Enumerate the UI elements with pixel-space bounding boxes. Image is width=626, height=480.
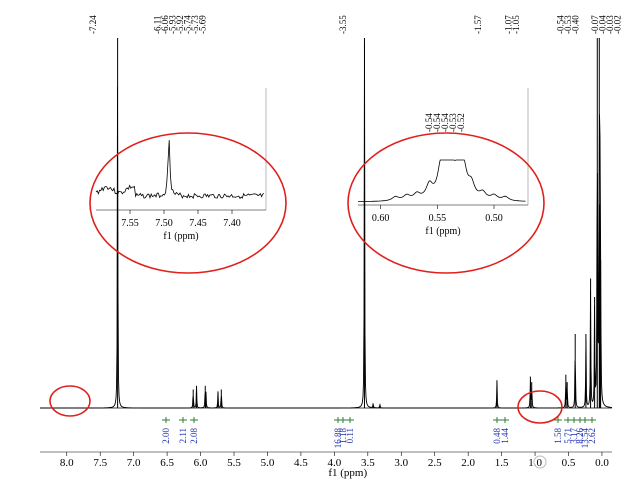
highlight-circle-upfield — [517, 390, 563, 424]
integral-value: 3.17 — [569, 428, 579, 444]
inset-x-tick-label: 0.50 — [485, 213, 503, 224]
inset-x-axis-title: f1 (ppm) — [163, 231, 198, 242]
inset-peak-label: -0.54 — [424, 113, 434, 132]
peak-label: -7.24 — [88, 15, 98, 34]
x-tick-label: 2.0 — [461, 457, 475, 469]
peak-label: -0.03 — [605, 15, 615, 34]
integral-value: 0.48 — [492, 428, 502, 444]
x-axis-title: f1 (ppm) — [328, 467, 367, 479]
integral-value: 0.11 — [345, 428, 355, 443]
x-tick-label: 4.0 — [327, 457, 341, 469]
inset-trace — [358, 159, 526, 202]
peak-label: -1.05 — [511, 15, 521, 34]
x-tick-label: 5.0 — [261, 457, 275, 469]
peak-label: -5.73 — [190, 15, 200, 34]
inset-x-axis-title: f1 (ppm) — [425, 226, 460, 237]
x-tick-label: 1.0 — [528, 457, 542, 469]
peak-label: -0.07 — [590, 15, 600, 34]
integral-value: 1.18 — [338, 428, 348, 444]
x-tick-label: 1.5 — [495, 457, 509, 469]
peak-label: -1.07 — [503, 15, 513, 34]
integral-value: 13.54 — [580, 428, 590, 449]
x-tick-label: 0.5 — [562, 457, 576, 469]
inset-peak-label: -0.54 — [432, 113, 442, 132]
peak-label: -3.55 — [338, 15, 348, 34]
integral-value: 8.26 — [575, 428, 585, 444]
peak-label: -5.69 — [198, 15, 208, 34]
inset-x-tick-label: 7.40 — [223, 218, 241, 229]
highlight-circles — [49, 132, 563, 424]
highlight-circle-aromatic — [49, 385, 91, 417]
peak-label: -0.53 — [563, 15, 573, 34]
integral-group: 2.00 2.11 2.08 16.881.180.11 0.481.44 1.58 5.7… — [161, 417, 597, 448]
integral-value: 2.11 — [178, 428, 188, 443]
peak-label: -5.92 — [175, 15, 185, 34]
watermark — [533, 455, 547, 469]
peak-label: -5.74 — [183, 15, 193, 34]
integral-value: 5.71 — [563, 428, 573, 444]
inset-peak-label: -0.54 — [440, 113, 450, 132]
peak-label: -0.40 — [571, 15, 581, 34]
inset-aromatic: 7.55 7.50 7.45 7.40 f1 (ppm) — [95, 88, 267, 242]
inset-x-tick-label: 7.45 — [189, 218, 207, 229]
integral-value: 1.58 — [553, 428, 563, 444]
inset-x-tick-label: 0.55 — [429, 213, 447, 224]
x-tick-label: 8.0 — [60, 457, 74, 469]
x-tick-label: 2.5 — [428, 457, 442, 469]
peak-label: -1.57 — [473, 15, 483, 34]
x-tick-label: 5.5 — [227, 457, 241, 469]
inset-trace — [95, 140, 265, 200]
peak-label: -0.54 — [556, 15, 566, 34]
inset-x-tick-label: 0.60 — [372, 213, 390, 224]
highlight-circle-inset-2 — [347, 132, 545, 274]
peak-label: -5.93 — [168, 15, 178, 34]
x-tick-label: 7.5 — [93, 457, 107, 469]
x-tick-label: 0.0 — [595, 457, 609, 469]
integral-value: 2.62 — [587, 428, 597, 444]
inset-peak-label: -0.53 — [448, 113, 458, 132]
x-tick-label: 3.0 — [394, 457, 408, 469]
highlight-circle-inset-1 — [89, 132, 287, 274]
x-tick-label: 4.5 — [294, 457, 308, 469]
integral-value: 1.44 — [500, 428, 510, 444]
x-tick-label: 3.5 — [361, 457, 375, 469]
x-axis: 8.0 7.5 7.0 6.5 6.0 5.5 5.0 4.5 4.0 3.5 3.0 2.5 2.0 1… — [40, 451, 612, 479]
inset-peak-label: -0.52 — [456, 113, 466, 132]
peak-label: -6.11 — [153, 16, 163, 34]
integral-value: 16.88 — [333, 428, 343, 449]
peak-label: -0.02 — [612, 15, 622, 34]
x-tick-label: 6.0 — [194, 457, 208, 469]
peak-label-group: -7.24 -6.11-6.06-5.93-5.92-5.74-5.73-5.69… — [88, 15, 622, 34]
x-tick-label: 7.0 — [127, 457, 141, 469]
peak-label: -0.04 — [597, 15, 607, 34]
main-spectrum — [40, 38, 613, 409]
inset-x-tick-label: 7.55 — [121, 218, 139, 229]
integral-value: 2.08 — [189, 428, 199, 444]
peak-label: -6.06 — [160, 15, 170, 34]
x-tick-label: 6.5 — [160, 457, 174, 469]
integral-value: 2.00 — [161, 428, 171, 444]
watermark-logo-icon — [533, 455, 547, 469]
inset-x-tick-label: 7.50 — [155, 218, 173, 229]
